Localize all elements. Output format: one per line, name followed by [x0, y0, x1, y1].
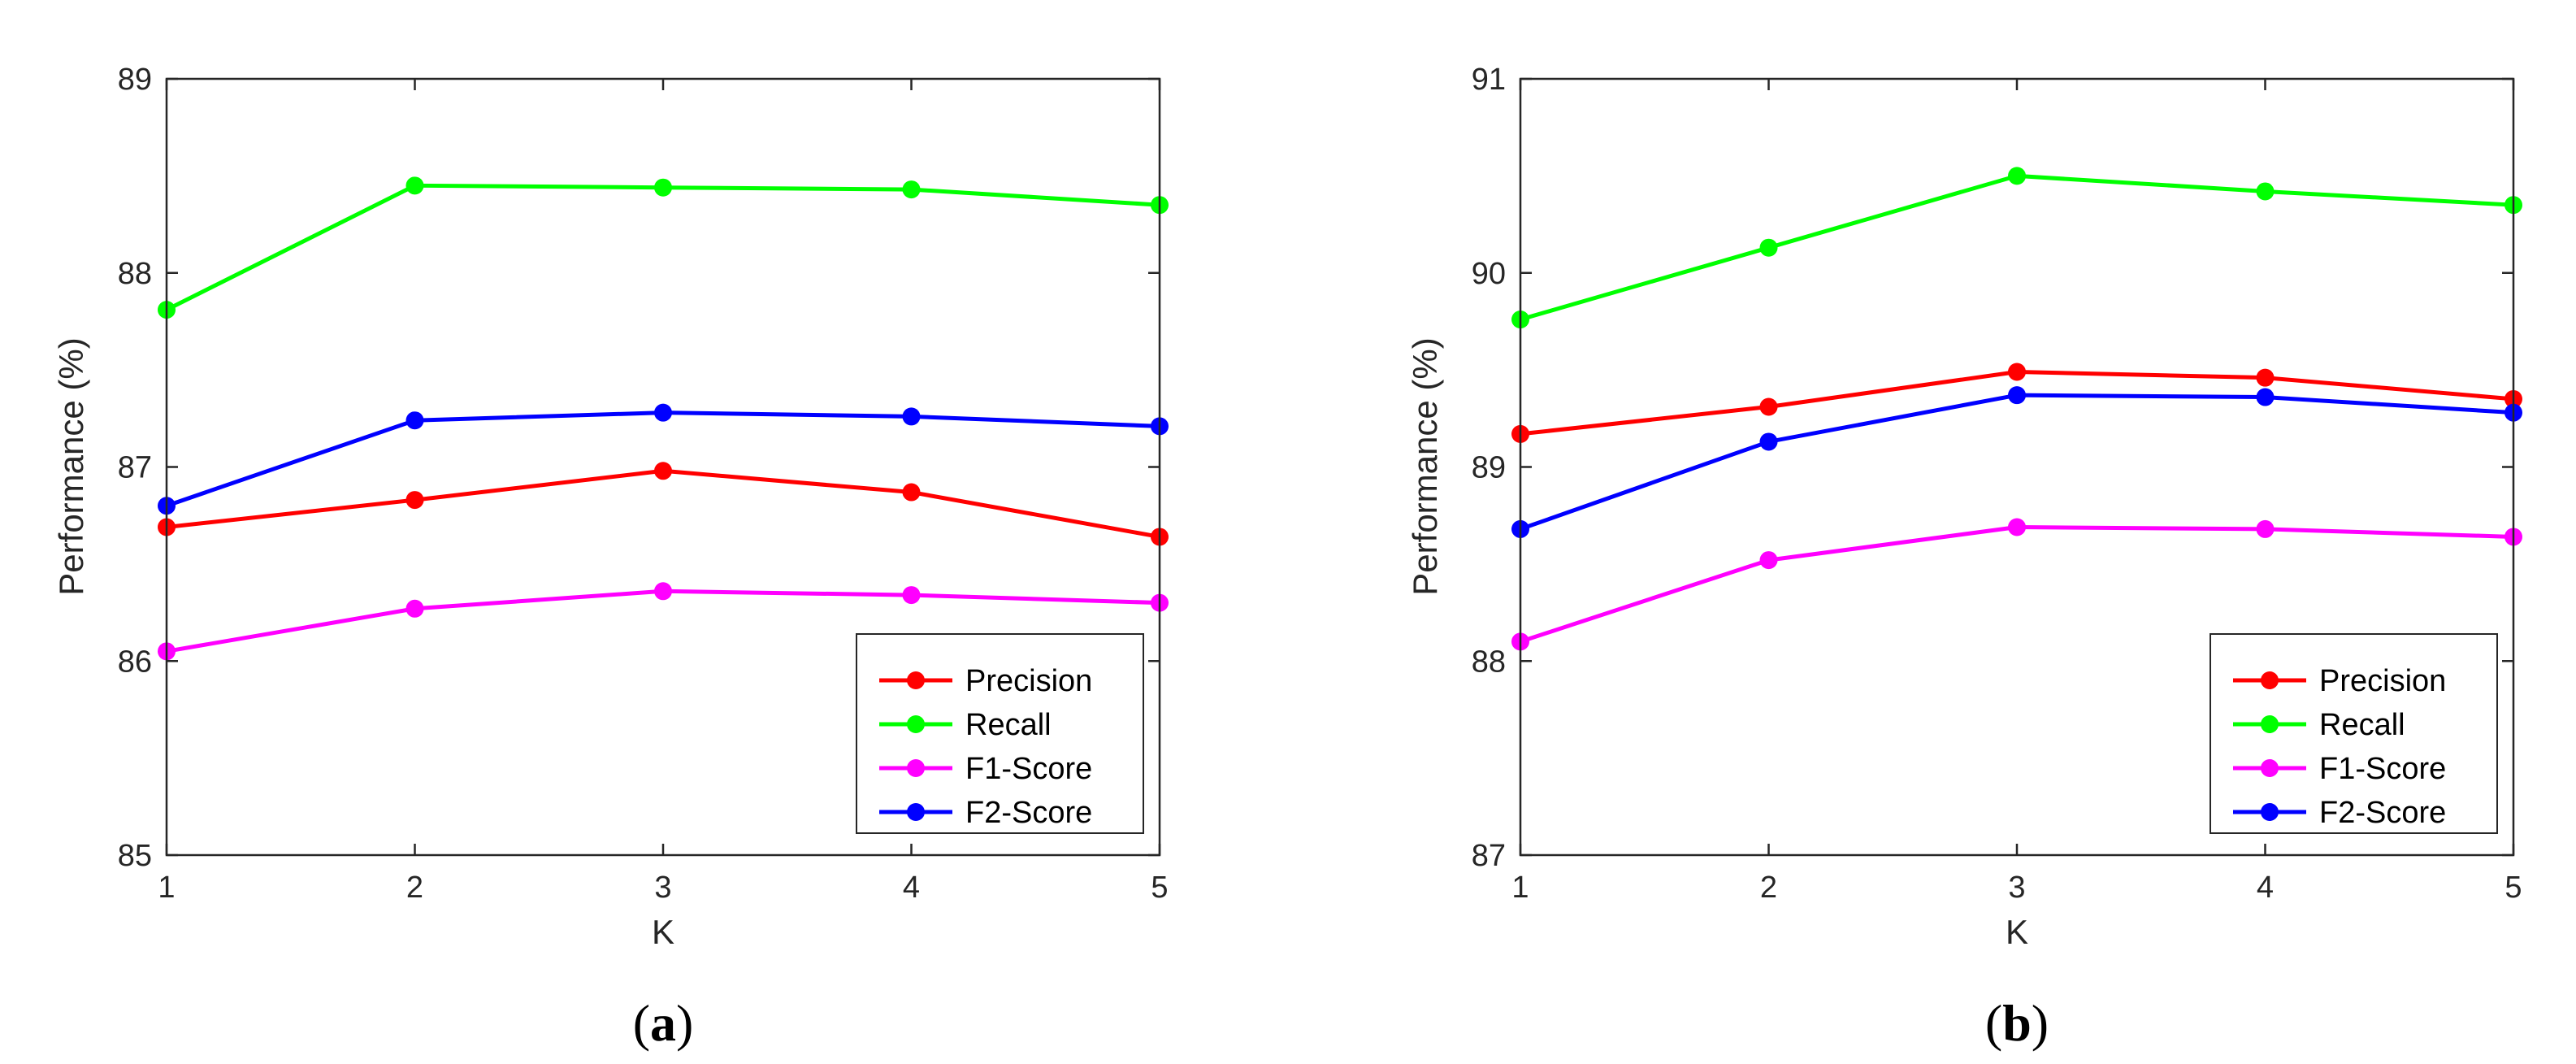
panel-label: (b): [1985, 994, 2049, 1052]
legend-entry: Recall: [2233, 708, 2405, 742]
y-tick-label: 91: [1472, 63, 1506, 97]
legend-swatch-marker: [2261, 803, 2279, 821]
chart-panel-b: 1 2 3 4 5 87 88 89 90 91 K Performance (%) Precis…: [1406, 63, 2522, 1052]
axis-ticks: 1 2 3 4 5 85 86 87 88 89: [118, 63, 1169, 905]
data-point: [405, 411, 424, 430]
legend-box: [2210, 633, 2498, 834]
legend-swatch-marker: [2261, 759, 2279, 777]
x-tick-label: 1: [158, 871, 175, 905]
legend-entry: F1-Score: [879, 752, 1092, 786]
x-axis-label: K: [652, 913, 674, 951]
y-tick-label: 85: [118, 839, 152, 873]
x-tick-label: 5: [2504, 871, 2522, 905]
series-recall: [158, 176, 1169, 319]
data-point: [1759, 397, 1778, 416]
data-point: [654, 582, 672, 601]
data-point: [2256, 182, 2275, 201]
data-point: [2008, 167, 2026, 185]
legend-label: F1-Score: [965, 752, 1092, 786]
data-point: [2008, 363, 2026, 381]
data-point: [1759, 551, 1778, 570]
legend-label: F2-Score: [965, 796, 1092, 830]
y-tick-label: 89: [118, 63, 152, 97]
legend-label: F1-Score: [2319, 752, 2446, 786]
x-tick-label: 5: [1151, 871, 1168, 905]
y-tick-label: 87: [118, 451, 152, 485]
data-point: [405, 176, 424, 195]
data-point: [902, 586, 921, 605]
legend-entry: F1-Score: [2233, 752, 2446, 786]
data-point: [902, 407, 921, 426]
legend-entry: Recall: [879, 708, 1052, 742]
data-point: [2008, 386, 2026, 405]
legend: Precision Recall F1-Score F2-Score: [856, 633, 1144, 834]
data-point: [654, 403, 672, 422]
legend-label: F2-Score: [2319, 796, 2446, 830]
x-tick-label: 3: [654, 871, 671, 905]
legend-box: [856, 633, 1144, 834]
x-tick-label: 4: [2257, 871, 2274, 905]
series-f1-score: [158, 582, 1169, 661]
chart-panel-a: 1 2 3 4 5 85 86 87 88 89 K Performance (%) Precis…: [52, 63, 1169, 1052]
legend-entry: F2-Score: [2233, 796, 2446, 830]
x-tick-label: 2: [1760, 871, 1777, 905]
legend-swatch-marker: [907, 803, 925, 821]
y-tick-label: 89: [1472, 451, 1506, 485]
data-point: [405, 491, 424, 510]
data-point: [902, 180, 921, 199]
legend-entry: Precision: [2233, 664, 2446, 698]
data-point: [1759, 432, 1778, 451]
plot-series-layer: [158, 176, 1169, 661]
x-tick-label: 3: [2008, 871, 2025, 905]
y-axis-label: Performance (%): [1406, 337, 1444, 595]
data-point: [405, 599, 424, 618]
x-tick-label: 4: [903, 871, 920, 905]
plot-series-layer: [1511, 167, 2522, 651]
data-point: [1759, 238, 1778, 257]
x-axis-label: K: [2006, 913, 2028, 951]
data-point: [2008, 518, 2026, 536]
y-tick-label: 88: [118, 257, 152, 291]
legend-label: Precision: [2319, 664, 2446, 698]
legend-swatch-marker: [907, 671, 925, 689]
y-axis-label: Performance (%): [52, 337, 90, 595]
legend-entry: F2-Score: [879, 796, 1092, 830]
series-f2-score: [1511, 386, 2522, 538]
data-point: [654, 462, 672, 480]
legend: Precision Recall F1-Score F2-Score: [2210, 633, 2498, 834]
y-tick-label: 90: [1472, 257, 1506, 291]
legend-swatch-marker: [907, 715, 925, 733]
data-point: [2256, 388, 2275, 406]
y-tick-label: 87: [1472, 839, 1506, 873]
legend-entry: Precision: [879, 664, 1092, 698]
legend-label: Precision: [965, 664, 1092, 698]
series-f2-score: [158, 403, 1169, 515]
data-point: [2256, 519, 2275, 538]
y-tick-label: 86: [118, 645, 152, 679]
panel-label: (a): [633, 994, 694, 1052]
legend-swatch-marker: [907, 759, 925, 777]
y-tick-label: 88: [1472, 645, 1506, 679]
legend-swatch-marker: [2261, 715, 2279, 733]
x-tick-label: 1: [1511, 871, 1529, 905]
data-point: [654, 178, 672, 197]
x-tick-label: 2: [406, 871, 423, 905]
legend-swatch-marker: [2261, 671, 2279, 689]
data-point: [2256, 368, 2275, 387]
data-point: [902, 483, 921, 502]
legend-label: Recall: [2319, 708, 2405, 742]
axis-ticks: 1 2 3 4 5 87 88 89 90 91: [1472, 63, 2522, 905]
legend-label: Recall: [965, 708, 1052, 742]
